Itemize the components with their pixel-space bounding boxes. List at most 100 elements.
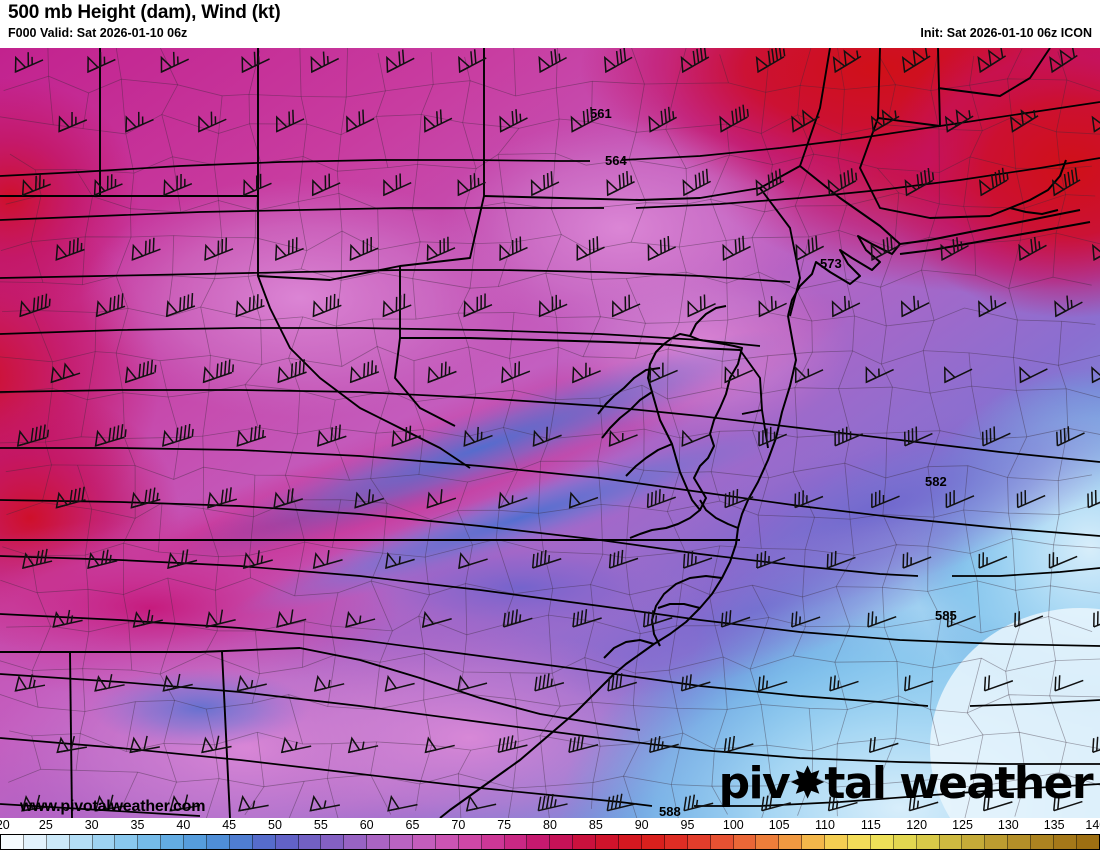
wind-barb: [52, 609, 83, 628]
colorbar-tick: 140: [1085, 818, 1100, 832]
wind-barb: [649, 735, 679, 754]
wind-barb: [16, 424, 50, 447]
height-contour-label: 585: [935, 608, 957, 623]
wind-barb: [978, 295, 1007, 318]
wind-barb: [795, 235, 825, 261]
wind-barb: [95, 293, 126, 318]
wind-barb: [530, 171, 560, 197]
colorbar[interactable]: 20 25 30 35 40 45 50 55 60 65 70 75 80 85 90 95 100 105 11…: [0, 818, 1100, 850]
page-title: 500 mb Height (dam), Wind (kt): [8, 2, 281, 23]
colorbar-tick: 70: [451, 818, 466, 832]
colorbar-cell: [687, 835, 711, 849]
wind-barb: [458, 551, 488, 570]
wind-barb: [834, 426, 864, 447]
colorbar-cell: [573, 835, 597, 849]
wind-barb: [977, 48, 1007, 74]
county-line: [749, 48, 773, 818]
wind-barb: [125, 111, 154, 133]
wind-barb: [724, 366, 753, 384]
wind-barb: [794, 490, 824, 509]
wind-barb: [276, 609, 307, 628]
wind-barb: [649, 362, 678, 384]
county-line: [0, 427, 1100, 444]
height-contour-label: 564: [605, 153, 627, 168]
wind-barb: [202, 359, 235, 384]
wind-barb: [274, 237, 304, 261]
wind-barb: [94, 424, 127, 447]
wind-barb: [198, 111, 227, 133]
colorbar-tick-labels: 20 25 30 35 40 45 50 55 60 65 70 75 80 85 90 95 100 105 11…: [0, 818, 1100, 834]
wind-barb: [14, 52, 44, 74]
colorbar-cell: [252, 835, 276, 849]
wind-barb: [457, 674, 488, 692]
wind-barb: [757, 675, 788, 692]
logo-text-part1: piv: [718, 758, 791, 809]
wind-barb: [1014, 611, 1044, 628]
wind-barb: [309, 794, 340, 812]
wind-barb: [310, 51, 340, 74]
wind-speed-field: [0, 48, 1100, 818]
wind-barb: [162, 423, 194, 447]
wind-barb: [1093, 611, 1100, 628]
wind-barb: [56, 735, 87, 754]
wind-barb: [311, 173, 341, 197]
colorbar-tick: 65: [405, 818, 420, 832]
colorbar-cell: [69, 835, 93, 849]
wind-barb: [132, 609, 163, 628]
wind-barb: [642, 610, 673, 628]
height-contours: 561 564 573 582 585 588: [0, 101, 1100, 818]
wind-barb: [241, 51, 270, 74]
colorbar-cell: [916, 835, 940, 849]
colorbar-tick: 60: [359, 818, 374, 832]
colorbar-cell: [664, 835, 688, 849]
wind-barb: [1092, 243, 1100, 262]
wind-barb: [603, 48, 633, 74]
wind-barb: [572, 609, 602, 628]
wind-barb: [1049, 48, 1078, 74]
wind-barb: [1016, 490, 1046, 509]
wind-barb: [982, 795, 1013, 812]
wind-barb: [235, 294, 265, 318]
colorbar-tick: 125: [952, 818, 973, 832]
wind-barb: [427, 361, 457, 384]
wind-barb: [687, 294, 716, 318]
wind-barb: [383, 173, 412, 197]
colorbar-cell: [161, 835, 185, 849]
colorbar-cell: [1008, 835, 1032, 849]
colorbar-tick: 95: [680, 818, 695, 832]
colorbar-tick: 100: [722, 818, 744, 832]
wind-barb: [242, 550, 273, 570]
wind-barb: [277, 359, 307, 384]
colorbar-cell: [619, 835, 642, 849]
colorbar-cell: [847, 835, 871, 849]
weather-map-canvas[interactable]: .county { fill:none; stroke:#3a2a3a; str…: [0, 48, 1100, 818]
wind-barb: [160, 51, 190, 74]
wind-barb: [387, 794, 418, 812]
init-time-label: Init: Sat 2026-01-10 06z ICON: [920, 26, 1092, 40]
wind-barb: [908, 795, 939, 812]
wind-barb: [50, 362, 81, 384]
colorbar-tick: 20: [0, 818, 10, 832]
wind-barb: [1054, 675, 1084, 692]
county-line: [0, 653, 1100, 675]
wind-barb: [682, 168, 712, 197]
wind-barb: [421, 610, 452, 628]
colorbar-cell: [939, 835, 963, 849]
colorbar-cell: [1076, 835, 1099, 849]
wind-barb: [724, 488, 754, 509]
wind-barb: [720, 610, 751, 628]
colorbar-tick: 130: [997, 818, 1019, 832]
wind-barb: [55, 237, 85, 261]
colorbar-tick: 90: [634, 818, 649, 832]
wind-barb: [314, 674, 345, 692]
colorbar-cell: [1053, 835, 1077, 849]
colorbar-tick: 120: [906, 818, 928, 832]
wind-barb: [346, 109, 375, 133]
colorbar-cell: [985, 835, 1009, 849]
wind-barb: [647, 236, 677, 261]
wind-barb: [945, 490, 975, 509]
wind-barb: [238, 794, 269, 812]
wind-barb: [169, 794, 201, 812]
wind-barb: [21, 794, 52, 812]
